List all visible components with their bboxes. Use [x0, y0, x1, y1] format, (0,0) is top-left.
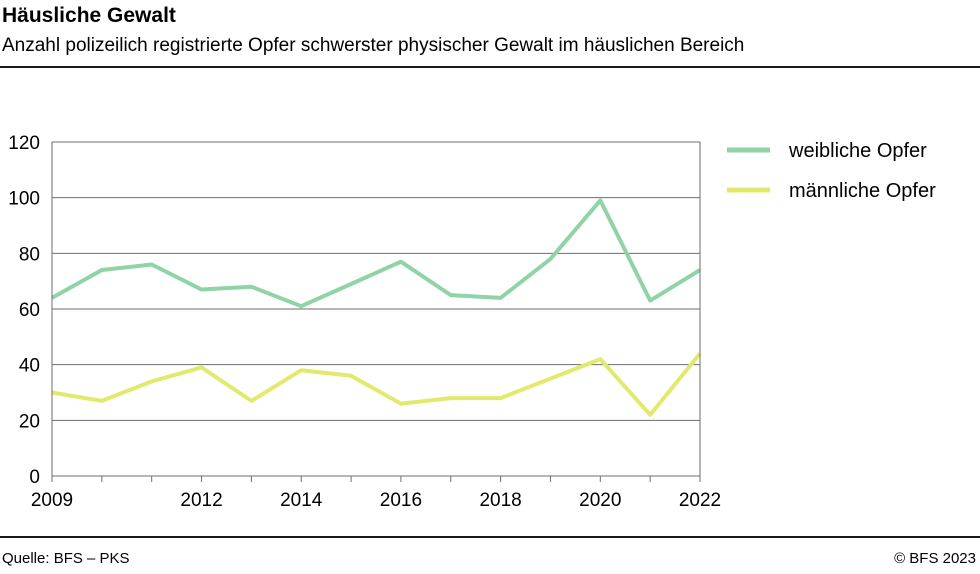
x-tick-label-2022: 2022	[679, 490, 721, 511]
x-axis-ticks: 2009 2012 2014 2016 2018 2020 2022	[31, 476, 721, 511]
x-tick-label-2016: 2016	[380, 490, 422, 511]
source-note: Quelle: BFS – PKS	[2, 550, 130, 567]
y-tick-label-80: 80	[19, 244, 40, 265]
y-tick-label-100: 100	[8, 189, 40, 210]
chart-subtitle: Anzahl polizeilich registrierte Opfer sc…	[2, 35, 745, 56]
grid-lines	[52, 141, 700, 477]
plot-border	[51, 141, 701, 477]
copyright-note: © BFS 2023	[894, 550, 976, 567]
series-line-female	[51, 198, 702, 309]
y-tick-label-20: 20	[19, 411, 40, 432]
series-lines	[51, 198, 702, 417]
top-divider	[0, 66, 980, 68]
x-tick-label-2020: 2020	[579, 490, 621, 511]
series-line-male	[51, 352, 702, 417]
x-tick-label-2009: 2009	[31, 490, 73, 511]
legend-label-female: weibliche Opfer	[788, 140, 927, 162]
y-tick-label-0: 0	[29, 467, 40, 488]
x-tick-label-2012: 2012	[180, 490, 222, 511]
x-tick-label-2018: 2018	[479, 490, 521, 511]
y-tick-label-120: 120	[8, 133, 40, 154]
plot-frame	[51, 141, 701, 477]
y-tick-label-60: 60	[19, 300, 40, 321]
y-axis-ticks: 0 20 40 60 80 100 120	[8, 133, 40, 488]
y-tick-label-40: 40	[19, 356, 40, 377]
x-tick-label-2014: 2014	[280, 490, 323, 511]
legend: weibliche Opfer männliche Opfer	[727, 140, 936, 202]
bottom-divider	[0, 536, 980, 538]
chart-title: Häusliche Gewalt	[2, 4, 176, 27]
legend-label-male: männliche Opfer	[789, 180, 936, 202]
